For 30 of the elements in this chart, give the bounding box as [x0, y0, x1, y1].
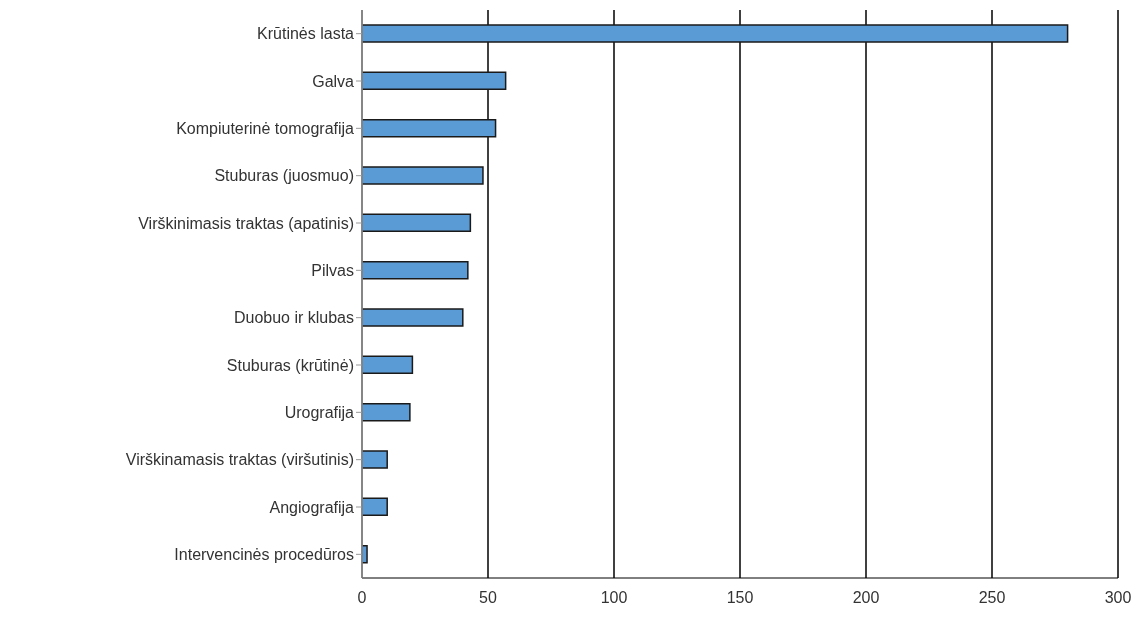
y-tick-label: Urografija	[284, 404, 355, 422]
bar	[362, 71, 507, 91]
x-tick-label: 250	[978, 589, 1006, 607]
y-tick-label: Angiografija	[269, 498, 355, 516]
bar	[362, 450, 388, 469]
bar	[362, 497, 388, 517]
y-tick-label: Krūtinės lasta	[257, 25, 355, 43]
bar	[362, 402, 411, 422]
bar	[362, 166, 484, 185]
bar	[362, 260, 469, 280]
bar	[362, 24, 1069, 43]
y-tick-label: Stuburas (juosmuo)	[214, 167, 354, 185]
bar	[362, 213, 472, 233]
bar	[362, 118, 497, 138]
x-tick-label: 0	[357, 589, 367, 607]
y-tick-label: Galva	[312, 72, 355, 90]
x-tick-label: 150	[726, 589, 754, 607]
bar	[362, 308, 464, 327]
x-tick-label: 100	[600, 589, 628, 607]
y-tick-label: Virškinamasis traktas (viršutinis)	[125, 451, 354, 469]
y-tick-label: Intervencinės procedūros	[174, 546, 354, 564]
y-tick-label: Duobuo ir klubas	[233, 309, 354, 327]
x-tick-label: 200	[852, 589, 880, 607]
y-tick-label: Stuburas (krūtinė)	[226, 356, 354, 374]
bar	[362, 355, 414, 375]
y-tick-label: Kompiuterinė tomografija	[176, 120, 355, 138]
x-tick-label: 300	[1104, 589, 1132, 607]
y-tick-label: Pilvas	[311, 262, 354, 280]
y-tick-label: Virškinimasis traktas (apatinis)	[138, 214, 354, 232]
x-tick-label: 50	[479, 589, 497, 607]
